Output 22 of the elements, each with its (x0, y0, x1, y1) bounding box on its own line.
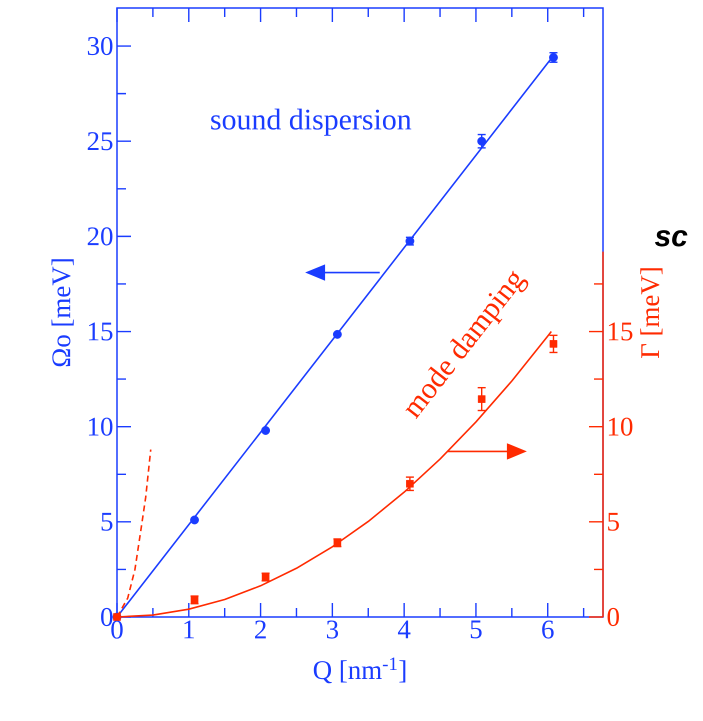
x-tick-label: 1 (184, 620, 194, 638)
y2-axis-title: Γ [meV] (640, 268, 663, 358)
x-tick-label: 5 (470, 620, 482, 638)
x-tick-label: 6 (542, 620, 554, 639)
y-tick-label: 20 (88, 227, 112, 246)
y-tick-label: 30 (88, 36, 112, 56)
y-axis-title: Ωo [meV] (51, 259, 74, 366)
y2-tick-label: 10 (608, 418, 632, 436)
x-axis-title: Q [nm$^{-1}$] (314, 658, 406, 684)
y-tick-label: 25 (88, 132, 112, 150)
y2-tick-label: 15 (608, 322, 632, 341)
y-tick-label: 15 (88, 322, 112, 341)
y2-tick-label: 0 (608, 608, 619, 626)
x-tick-label: 2 (255, 620, 266, 638)
y-tick-label: 10 (88, 418, 112, 436)
x-tick-label: 4 (398, 620, 410, 638)
text: sc (654, 230, 688, 246)
annotation: sound dispersion (211, 108, 412, 136)
x-tick-label: 3 (326, 620, 338, 639)
y-tick-label: 5 (102, 512, 112, 531)
y2-tick-label: 5 (608, 512, 619, 531)
y-tick-label: 0 (101, 608, 112, 626)
